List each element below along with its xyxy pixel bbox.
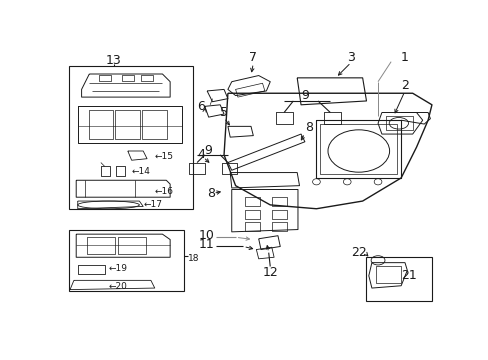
Text: 9: 9 — [204, 144, 212, 157]
Text: 7: 7 — [249, 50, 257, 64]
Text: 2: 2 — [400, 79, 408, 92]
Text: 8: 8 — [304, 121, 312, 134]
Text: 13: 13 — [106, 54, 122, 67]
Text: 21: 21 — [400, 269, 416, 282]
Bar — [68, 66, 193, 209]
Text: 8: 8 — [206, 187, 214, 200]
Text: 10: 10 — [199, 229, 214, 242]
Text: ←19: ←19 — [108, 264, 127, 273]
Text: 11: 11 — [199, 238, 214, 251]
Text: ←17: ←17 — [143, 201, 162, 210]
Text: 1: 1 — [400, 50, 408, 64]
Bar — [68, 230, 183, 291]
Text: 5: 5 — [220, 106, 227, 119]
Text: 12: 12 — [262, 266, 278, 279]
Text: ←16: ←16 — [154, 187, 173, 196]
Text: 9: 9 — [301, 89, 309, 102]
Text: 22: 22 — [350, 246, 366, 259]
Text: ←20: ←20 — [108, 282, 127, 291]
Text: ←15: ←15 — [154, 152, 173, 161]
Bar — [366, 257, 431, 301]
Text: 18: 18 — [187, 254, 199, 263]
Text: 6: 6 — [197, 100, 204, 113]
Text: 3: 3 — [346, 50, 354, 64]
Text: ←14: ←14 — [131, 167, 150, 176]
Text: 4: 4 — [197, 148, 204, 161]
